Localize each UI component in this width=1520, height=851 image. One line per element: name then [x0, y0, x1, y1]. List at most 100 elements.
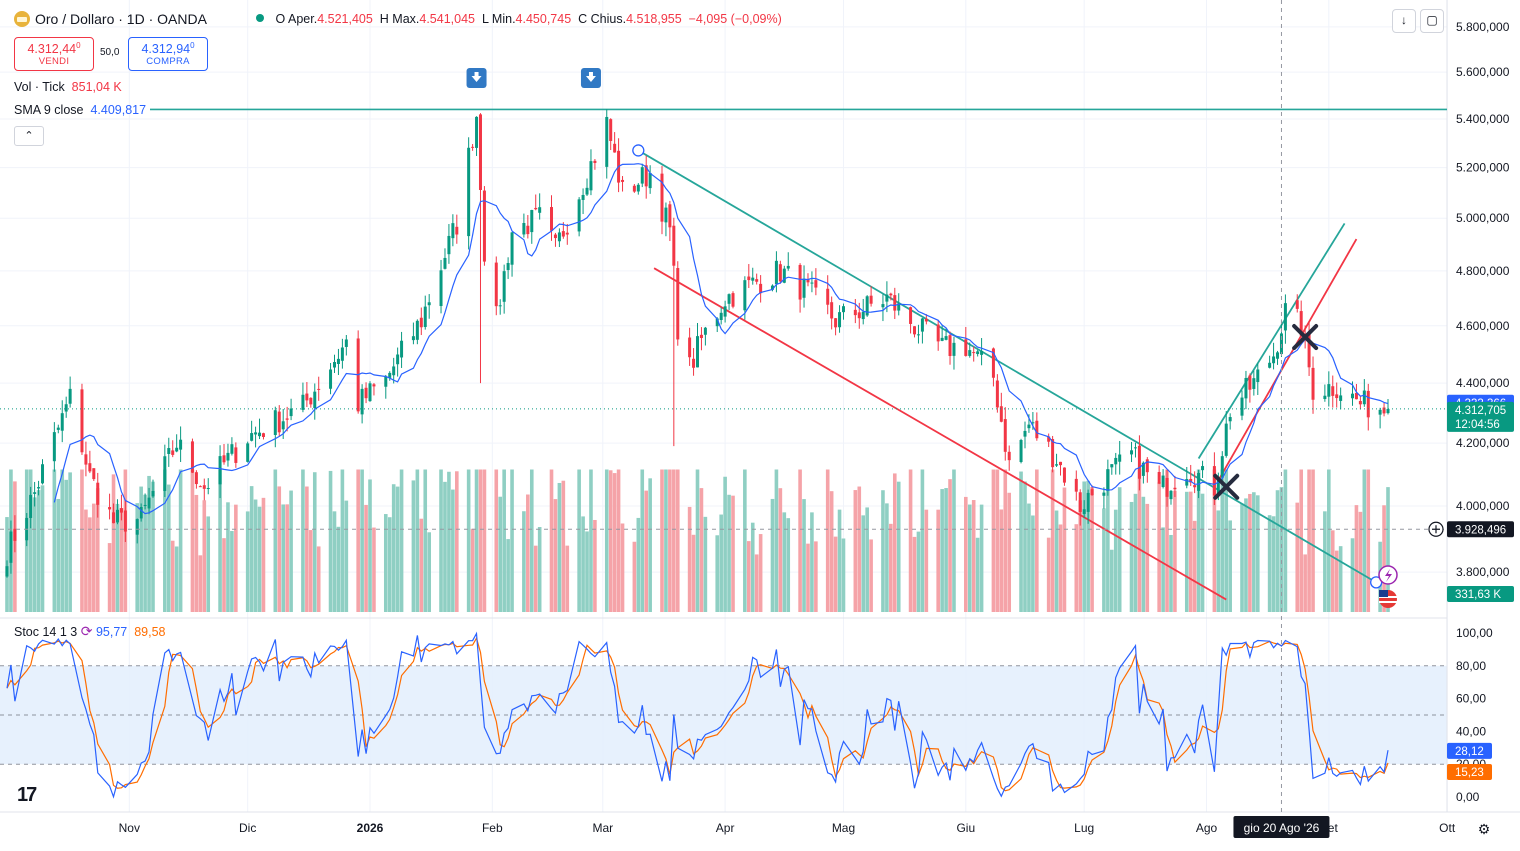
volume-bar — [577, 469, 581, 612]
lightning-icon-glyph — [1385, 569, 1392, 582]
gear-icon[interactable]: ⚙ — [1477, 821, 1491, 837]
candle-body — [632, 185, 636, 192]
candle-body — [1362, 390, 1366, 405]
volume-bar — [1303, 554, 1307, 612]
tradingview-logo-icon[interactable]: 17 — [17, 784, 37, 806]
candle-body — [893, 295, 897, 311]
sma-value: 4.409,817 — [90, 103, 147, 117]
candle-body — [952, 342, 956, 356]
sma-legend[interactable]: SMA 9 close 4.409,817 — [14, 103, 147, 117]
volume-bar — [758, 534, 763, 612]
candle-body — [206, 488, 210, 490]
candle-body — [1145, 459, 1149, 473]
volume-bar — [640, 469, 645, 612]
candle-body — [885, 294, 889, 302]
volume-bar — [1102, 508, 1106, 612]
volume-bar — [999, 509, 1004, 612]
symbol-title[interactable]: Oro / Dollaro · 1D · OANDA — [14, 11, 207, 27]
time-tick-label: Lug — [1074, 821, 1094, 835]
candle-body — [1272, 356, 1276, 364]
volume-bar — [1110, 549, 1114, 612]
buy-button[interactable]: 4.312,940 COMPRA — [128, 37, 208, 71]
candle-body — [636, 184, 640, 192]
volume-bar — [920, 469, 925, 612]
time-tick-label: Giu — [956, 821, 975, 835]
volume-bar — [249, 486, 254, 612]
volume-bar — [253, 499, 258, 612]
candle-body — [944, 336, 948, 340]
candle-body — [254, 432, 258, 435]
candle-body — [1019, 440, 1023, 463]
volume-value: 851,04 K — [71, 80, 122, 94]
download-button[interactable]: ↓ — [1392, 9, 1416, 33]
market-open-icon — [256, 14, 264, 22]
volume-bar — [387, 517, 392, 612]
candle-body — [565, 232, 569, 235]
volume-bar — [1244, 498, 1248, 612]
candle-body — [834, 318, 838, 328]
candle-body — [226, 452, 230, 461]
candle-body — [1323, 395, 1327, 400]
volume-bar — [750, 522, 755, 612]
refresh-icon: ⟳ — [80, 623, 93, 639]
stoch-legend[interactable]: Stoc 14 1 3 ⟳ 95,77 89,58 — [14, 623, 166, 639]
volume-bar — [1382, 505, 1386, 612]
volume-bar — [340, 469, 345, 612]
volume-bar — [1200, 493, 1205, 612]
volume-bar — [908, 469, 913, 612]
volume-bar — [1196, 469, 1201, 612]
volume-bar — [439, 469, 443, 612]
volume-bar — [1058, 524, 1063, 612]
candle-body — [451, 223, 455, 239]
candle-body — [1130, 450, 1134, 455]
collapse-legend-button[interactable]: ⌃ — [14, 126, 44, 146]
candle-body — [830, 302, 834, 319]
volume-bar — [774, 469, 779, 612]
candle-body — [400, 340, 404, 358]
price-tick-label: 4.800,000 — [1456, 264, 1510, 278]
candle-body — [419, 317, 423, 328]
x-marker-icon — [1292, 324, 1319, 351]
volume-bar — [853, 490, 858, 612]
sell-button[interactable]: 4.312,440 VENDI — [14, 37, 94, 71]
candle-body — [881, 304, 885, 308]
candle-body — [798, 264, 802, 300]
volume-bar — [498, 496, 503, 612]
candle-body — [1023, 430, 1027, 437]
volume-bar — [1023, 481, 1027, 612]
chevron-up-icon: ⌃ — [24, 130, 34, 142]
trendline-handle — [632, 144, 645, 157]
volume-bar — [316, 546, 321, 612]
candle-body — [613, 143, 617, 153]
fullscreen-button[interactable]: ▢ — [1420, 9, 1444, 33]
candle-body — [423, 306, 427, 327]
candle-body — [92, 468, 96, 480]
candle-body — [826, 288, 830, 305]
volume-bar — [1255, 495, 1260, 612]
volume-badge-bg — [1447, 586, 1514, 602]
volume-bar — [1090, 487, 1094, 612]
candle-body — [415, 320, 419, 340]
candle-body — [175, 447, 179, 452]
price-tick-label: 3.800,000 — [1456, 565, 1510, 579]
volume-bar — [991, 469, 996, 612]
candle-body — [230, 444, 234, 454]
volume-bar — [230, 531, 234, 612]
volume-bar — [1117, 487, 1122, 612]
volume-legend[interactable]: Vol · Tick 851,04 K — [14, 80, 122, 94]
crosshair-price-badge-text: 3.928,496 — [1455, 524, 1506, 536]
candle-body — [506, 263, 510, 271]
volume-bar — [222, 538, 226, 612]
volume-bar — [1216, 510, 1221, 612]
volume-bar — [1173, 490, 1177, 612]
volume-bar — [1188, 491, 1193, 612]
volume-bar — [1279, 487, 1284, 612]
candle-body — [471, 146, 475, 148]
volume-bar — [285, 504, 289, 612]
x-marker-icon — [1213, 473, 1240, 500]
stoch-k-badge-text: 28,12 — [1455, 746, 1484, 758]
volume-bar — [368, 479, 372, 612]
volume-bar — [967, 504, 972, 612]
candle-body — [1189, 478, 1193, 483]
